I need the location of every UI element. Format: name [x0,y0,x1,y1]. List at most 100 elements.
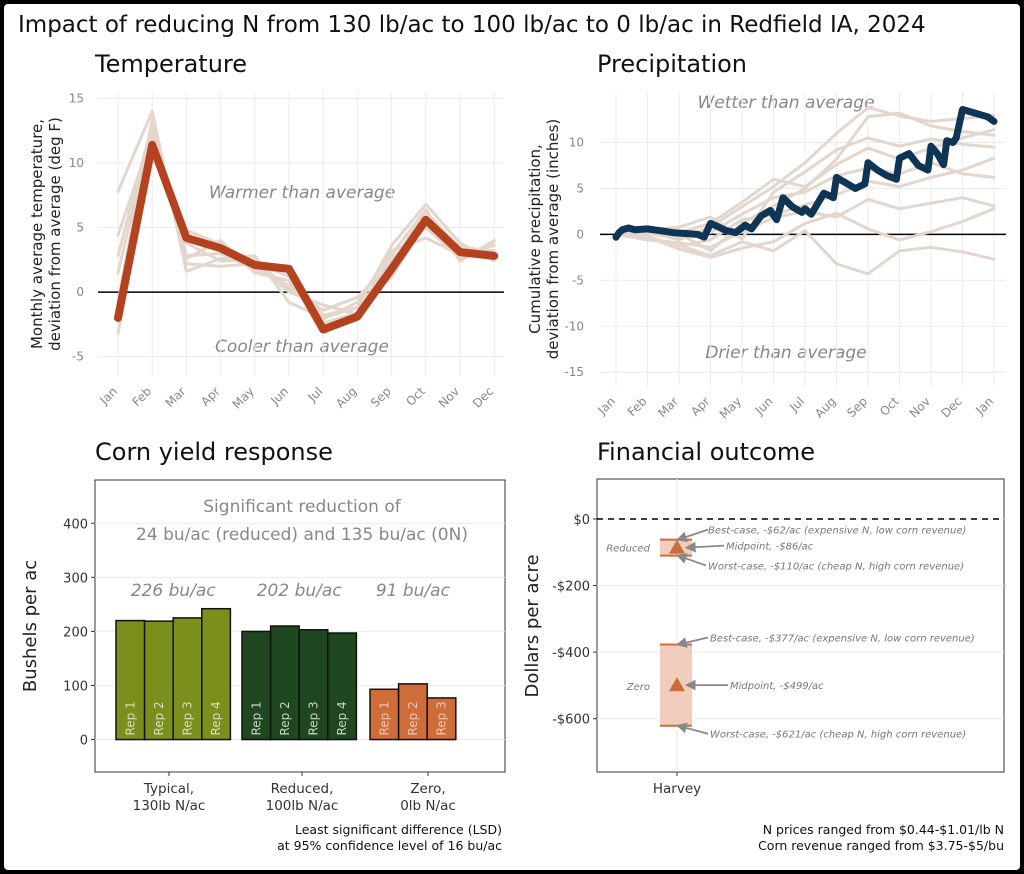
financial-scenario-label: Zero [626,682,650,693]
temperature-panel: Temperature Warmer than average Cooler t… [28,50,504,412]
yield-rep-label: Rep 1 [249,701,263,735]
yield-rep-label: Rep 4 [335,701,349,735]
yield-plot-border [94,479,506,773]
temp-ytick-label: 5 [76,221,84,235]
yield-rep-label: Rep 2 [406,701,420,735]
precip-ylabel: Cumulative precipitation,deviation from … [526,119,562,360]
financial-midpoint-marker [669,677,685,692]
yield-rep-label: Rep 2 [278,701,292,735]
precip-xtick-label: Jun [752,394,776,418]
financial-mid-arrow [684,541,725,553]
cooler-annotation: Cooler than average [215,337,389,357]
yield-ytick-label: 200 [63,625,88,640]
temperature-title: Temperature [94,50,247,78]
financial-title: Financial outcome [597,438,815,466]
yield-bar [201,607,232,741]
precip-historical-line [614,136,996,241]
temp-xtick-label: Oct [403,384,428,409]
temp-xtick-label: Apr [198,384,223,409]
temp-xtick-label: Dec [470,384,496,410]
financial-worst-label: Worst-case, -$110/ac (cheap N, high corn… [708,562,964,573]
precip-historical-line [614,106,996,242]
financial-best-label: Best-case, -$62/ac (expensive N, low cor… [708,526,966,537]
warmer-annotation: Warmer than average [209,183,395,203]
yield-bar [241,630,272,741]
temp-2024-line [114,140,499,334]
lsd-note-line-2: at 95% confidence level of 16 bu/ac [277,838,502,853]
yield-ytick-label: 400 [63,517,88,532]
lsd-note-line-1: Least significant difference (LSD) [295,822,502,837]
yield-bar [143,620,174,741]
precip-ytick-label: -5 [572,273,584,287]
yield-rep-label: Rep 3 [435,701,449,735]
financial-mid-label: Midpoint, -$86/ac [726,542,814,553]
figure-canvas: Impact of reducing N from 130 lb/ac to 1… [18,12,1006,853]
yield-rep-label: Rep 1 [123,701,137,735]
yield-rep-label: Rep 4 [209,701,223,735]
temp-ytick-label: -5 [72,350,84,364]
temp-ylabel-line: deviation from average (deg F) [46,117,64,351]
temp-xtick-label: Mar [163,384,189,410]
precip-ytick-label: 5 [576,181,584,195]
yield-bar [327,632,358,741]
financial-scenario-label: Reduced [606,544,650,555]
temp-ytick-label: 10 [69,156,84,170]
financial-ytick-label: -$200 [552,580,590,595]
yield-mean-label: 91 bu/ac [376,581,451,601]
drier-annotation: Drier than average [705,343,866,363]
precip-xtick-label: Sep [844,394,870,420]
temp-ylabel: Monthly average temperature,deviation fr… [28,117,64,351]
temp-ylabel-line: Monthly average temperature, [28,119,46,349]
yield-ylabel: Bushels per ac [20,560,41,692]
financial-worst-arrow [675,553,707,567]
temp-xtick-label: Sep [368,384,394,410]
yield-panel: Corn yield response Significant reductio… [20,438,506,853]
precip-xtick-label: Oct [877,394,902,419]
yield-xcat-label: 0lb N/ac [400,798,456,814]
temp-ytick-label: 0 [76,285,84,299]
yield-xcat-label: Typical, [143,781,194,797]
precipitation-title: Precipitation [597,50,747,78]
yield-rep-label: Rep 3 [181,701,195,735]
yield-bar [172,617,203,741]
precip-xtick-label: Jul [786,394,807,415]
financial-best-arrow [675,528,709,542]
yield-xcat-label: Zero, [410,781,445,797]
precip-ytick-label: 0 [576,227,584,241]
figure-frame: Impact of reducing N from 130 lb/ac to 1… [4,4,1020,870]
temp-xtick-label: Jan [96,384,120,408]
financial-best-arrow [675,636,709,648]
precip-historical-line [614,156,996,248]
precip-xtick-label: Apr [688,394,713,419]
yield-mean-label: 226 bu/ac [131,581,217,601]
yield-ytick-label: 0 [80,734,88,749]
price-note-line-2: Corn revenue ranged from $3.75-$5/bu [758,838,1004,853]
precip-xtick-label: Dec [938,394,964,420]
financial-plot-border [596,478,1005,773]
precip-xtick-label: Jan [972,394,996,418]
financial-ytick-label: -$400 [552,646,590,661]
precip-xtick-label: Nov [907,394,933,420]
wetter-annotation: Wetter than average [697,93,874,113]
financial-best-label: Best-case, -$377/ac (expensive N, low co… [710,633,975,644]
precip-ytick-label: -15 [564,365,584,379]
precip-xtick-label: Feb [625,394,650,419]
price-note-line-1: N prices ranged from $0.44-$1.01/lb N [763,822,1004,837]
precip-ytick-label: 10 [569,136,584,150]
precipitation-panel: Precipitation Wetter than average Drier … [526,50,1006,422]
precip-historical-line [614,207,996,259]
yield-bar [298,629,329,741]
temp-xtick-label: Feb [129,384,154,409]
yield-bar [115,619,146,741]
figure-title: Impact of reducing N from 130 lb/ac to 1… [18,12,926,38]
financial-ytick-label: -$600 [552,713,590,728]
yield-rep-label: Rep 1 [377,701,391,735]
precip-xtick-label: Mar [655,394,681,420]
yield-bar [269,625,300,741]
yield-xcat-label: 100lb N/ac [266,798,339,814]
financial-ylabel: Dollars per acre [522,554,543,697]
yield-ytick-label: 300 [63,571,88,586]
yield-annotation-line-2: 24 bu/ac (reduced) and 135 bu/ac (0N) [136,525,468,545]
financial-mid-label: Midpoint, -$499/ac [730,681,824,692]
financial-panel: Financial outcome N prices ranged from $… [522,438,1005,853]
